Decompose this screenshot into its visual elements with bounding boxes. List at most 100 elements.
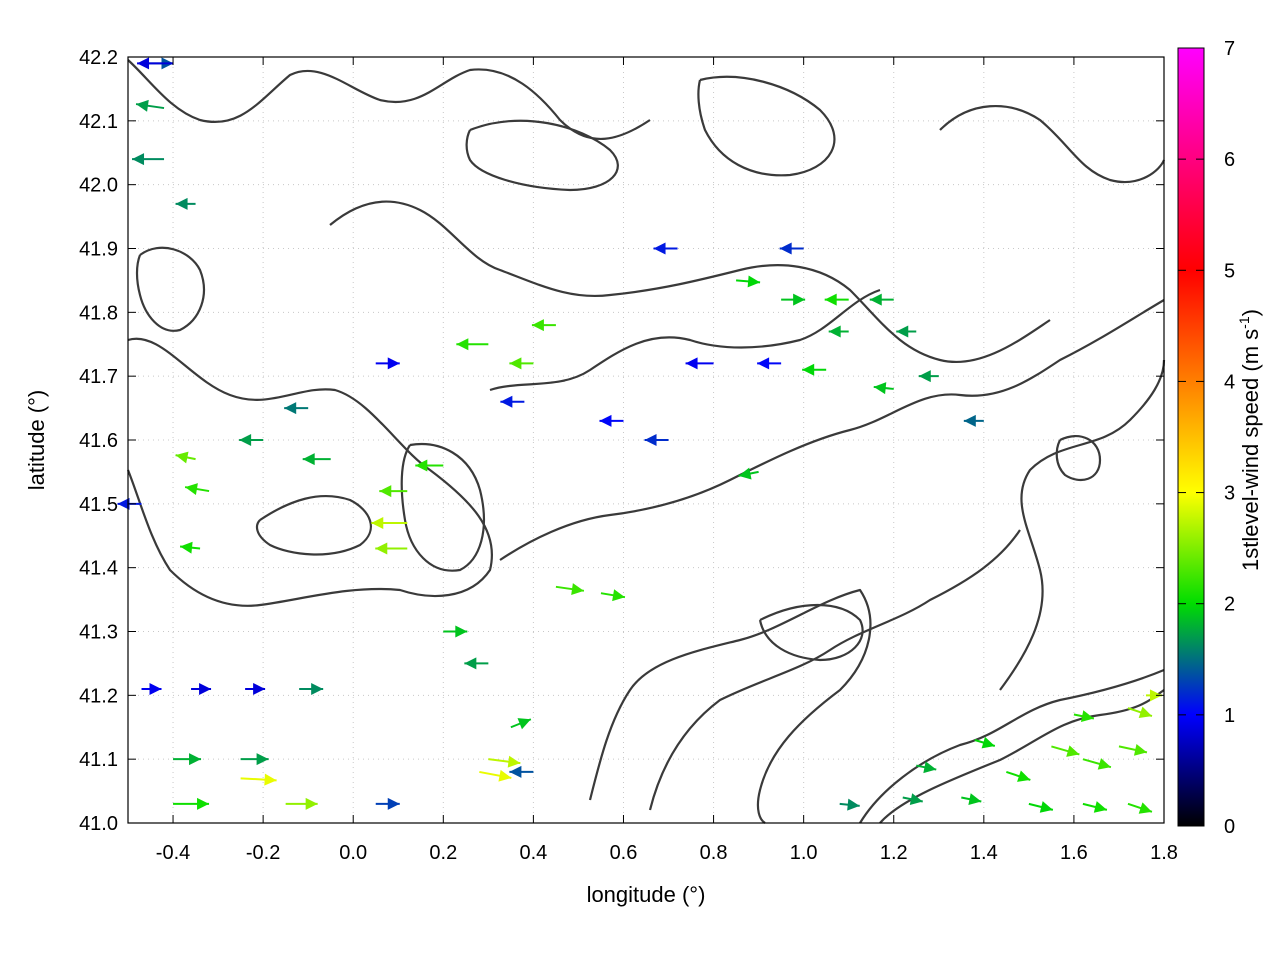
wind-vector-head xyxy=(828,325,841,338)
wind-vector-head xyxy=(256,753,269,766)
wind-vector xyxy=(1127,706,1153,718)
y-tick-label: 41.2 xyxy=(79,685,118,707)
wind-vector-head xyxy=(571,583,584,596)
x-tick-label: 1.4 xyxy=(970,842,998,864)
wind-vector xyxy=(736,275,761,288)
wind-vector-head xyxy=(387,797,400,810)
wind-vector xyxy=(379,485,408,498)
wind-vector-head xyxy=(500,395,513,408)
colorbar-ticks: 0 1 2 3 4 5 6 7 xyxy=(1178,38,1235,838)
wind-vector xyxy=(1082,801,1108,813)
wind-vector-head xyxy=(509,765,522,778)
wind-vector-head xyxy=(923,761,937,774)
wind-vector xyxy=(371,516,408,529)
wind-vector-head xyxy=(137,57,150,70)
wind-vector xyxy=(653,242,678,255)
terrain-contour xyxy=(329,200,1051,363)
wind-vector-head xyxy=(1017,770,1031,782)
x-axis-ticks: -0.4 -0.2 0.0 0.2 0.4 0.6 0.8 1.0 1.2 1.4 1.6 1.8 xyxy=(156,57,1178,864)
wind-vector-head xyxy=(981,736,995,749)
wind-vector xyxy=(141,682,162,695)
y-axis-label: latitude (°) xyxy=(24,390,49,491)
x-tick-label: -0.4 xyxy=(156,842,190,864)
wind-vector xyxy=(184,483,210,495)
wind-vector-head xyxy=(132,153,145,166)
wind-vector xyxy=(464,657,489,670)
wind-vector-head xyxy=(747,275,761,288)
wind-vector xyxy=(443,625,468,638)
x-tick-label: 1.2 xyxy=(880,842,908,864)
wind-vector-head xyxy=(284,402,297,415)
y-tick-label: 42.2 xyxy=(79,47,118,69)
wind-vector-head xyxy=(456,338,469,351)
wind-vector xyxy=(479,769,512,782)
wind-vector-head xyxy=(305,797,318,810)
y-tick-label: 41.6 xyxy=(79,430,118,452)
wind-vector xyxy=(644,434,669,446)
wind-vector xyxy=(869,293,894,306)
x-tick-label: 1.0 xyxy=(790,842,818,864)
wind-vector xyxy=(685,357,714,370)
wind-vector-head xyxy=(802,363,815,376)
wind-vector-head xyxy=(175,197,188,210)
x-tick-label: 1.8 xyxy=(1150,842,1178,864)
wind-vector xyxy=(824,293,849,306)
wind-vector-head xyxy=(779,242,792,255)
wind-vector-head xyxy=(455,625,468,638)
wind-vector xyxy=(1127,802,1153,814)
wind-vector xyxy=(510,718,532,730)
wind-vector-head xyxy=(197,797,210,810)
terrain-contour xyxy=(126,337,493,607)
wind-vector xyxy=(902,793,923,805)
wind-vector-head xyxy=(531,319,544,332)
wind-vector xyxy=(415,459,444,472)
wind-vector-head xyxy=(1097,758,1111,770)
wind-vector xyxy=(375,542,408,555)
terrain-contour xyxy=(879,689,1165,824)
terrain-contours xyxy=(126,59,1166,824)
wind-vector-head xyxy=(149,682,162,695)
wind-vector xyxy=(240,773,277,786)
colorbar-tick-label: 0 xyxy=(1224,816,1235,838)
terrain-contour xyxy=(465,119,619,192)
wind-vector xyxy=(456,338,489,351)
colorbar-tick-label: 7 xyxy=(1224,38,1235,60)
wind-vector xyxy=(961,793,982,805)
wind-vector xyxy=(599,414,624,427)
wind-vector-head xyxy=(968,793,982,805)
wind-vector xyxy=(509,357,534,370)
terrain-contour xyxy=(697,75,836,177)
colorbar-label-sup: -1 xyxy=(1236,316,1252,329)
wind-vector xyxy=(531,319,556,332)
wind-vector xyxy=(137,57,174,70)
wind-vector xyxy=(285,797,318,810)
wind-vector xyxy=(240,753,269,766)
wind-vector-head xyxy=(185,483,198,495)
y-tick-label: 42.1 xyxy=(79,111,118,133)
terrain-contour xyxy=(999,359,1166,691)
wind-vector xyxy=(132,153,165,166)
wind-vector-head xyxy=(379,485,392,498)
terrain-contour xyxy=(588,588,872,824)
terrain-contour xyxy=(255,495,372,556)
y-axis-ticks: 41.0 41.1 41.2 41.3 41.4 41.5 41.6 41.7 41.8 41.9… xyxy=(79,47,1164,835)
y-tick-label: 41.8 xyxy=(79,302,118,324)
terrain-contour xyxy=(499,299,1165,561)
wind-vector-head xyxy=(387,357,400,370)
x-tick-label: -0.2 xyxy=(246,842,280,864)
x-tick-label: 0.6 xyxy=(610,842,638,864)
terrain-contour xyxy=(400,443,485,572)
wind-vector xyxy=(500,395,525,408)
wind-vector-head xyxy=(1093,801,1107,813)
wind-vector xyxy=(191,682,212,695)
wind-vector-head xyxy=(1138,706,1152,718)
colorbar-label-end: ) xyxy=(1238,309,1263,316)
wind-vector-head xyxy=(612,589,625,602)
wind-vector-head xyxy=(963,414,976,427)
y-tick-label: 41.9 xyxy=(79,239,118,261)
wind-vector xyxy=(299,682,324,695)
wind-vector xyxy=(757,357,782,370)
terrain-contour xyxy=(758,604,864,662)
terrain-contour xyxy=(135,246,205,332)
